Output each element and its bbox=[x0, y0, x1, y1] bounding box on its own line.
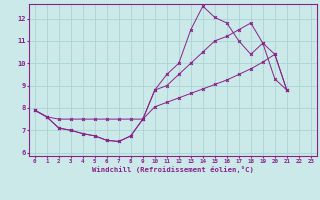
X-axis label: Windchill (Refroidissement éolien,°C): Windchill (Refroidissement éolien,°C) bbox=[92, 166, 254, 173]
